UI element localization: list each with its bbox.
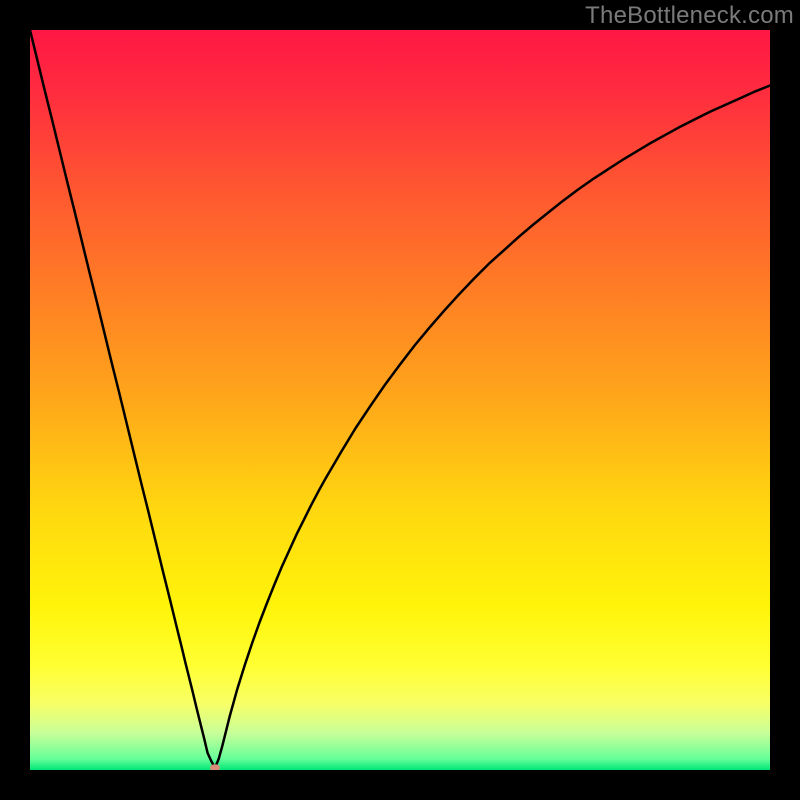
outer-frame: TheBottleneck.com (0, 0, 800, 800)
chart-svg (30, 30, 770, 770)
watermark-text: TheBottleneck.com (585, 2, 794, 30)
chart-background (30, 30, 770, 770)
plot-area (30, 30, 770, 770)
